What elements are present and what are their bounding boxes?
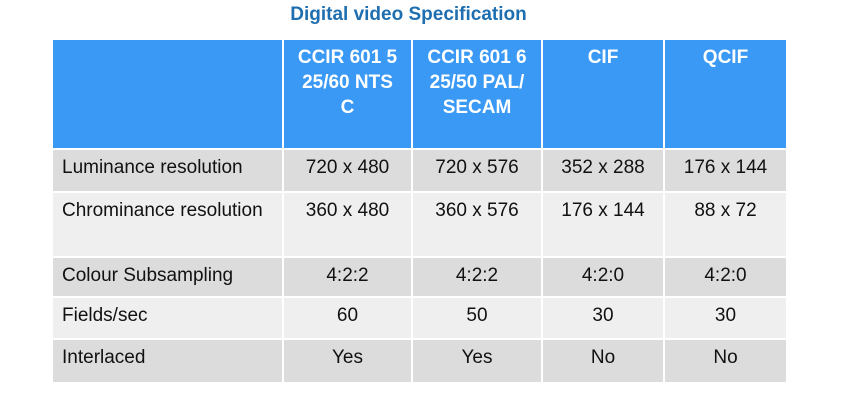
table-cell: 60 (284, 298, 413, 340)
table-row: Interlaced Yes Yes No No (53, 340, 786, 382)
table-cell: 4:2:0 (543, 258, 665, 298)
row-label: Chrominance resolution (53, 193, 284, 258)
row-label: Colour Subsampling (53, 258, 284, 298)
spec-table: CCIR 601 525/60 NTSC CCIR 601 625/50 PAL… (53, 40, 786, 382)
table-cell: No (665, 340, 786, 382)
table-cell: 50 (413, 298, 543, 340)
table-cell: 176 x 144 (543, 193, 665, 258)
table-cell: 352 x 288 (543, 150, 665, 193)
header-label: CCIR 601 525/60 NTSC (297, 47, 398, 118)
table-row: Fields/sec 60 50 30 30 (53, 298, 786, 340)
table-cell: 30 (665, 298, 786, 340)
row-label: Fields/sec (53, 298, 284, 340)
row-label: Luminance resolution (53, 150, 284, 193)
table-cell: 30 (543, 298, 665, 340)
table-cell: 4:2:2 (284, 258, 413, 298)
table-cell: 720 x 480 (284, 150, 413, 193)
table-cell: 4:2:0 (665, 258, 786, 298)
header-cell-qcif: QCIF (665, 40, 786, 150)
table-cell: Yes (413, 340, 543, 382)
table-row: Chrominance resolution 360 x 480 360 x 5… (53, 193, 786, 258)
header-cell-ntsc: CCIR 601 525/60 NTSC (284, 40, 413, 150)
header-label: QCIF (702, 47, 749, 68)
table-cell: 176 x 144 (665, 150, 786, 193)
row-label: Interlaced (53, 340, 284, 382)
table-cell: Yes (284, 340, 413, 382)
table-cell: No (543, 340, 665, 382)
header-label: CIF (587, 47, 619, 68)
table-cell: 88 x 72 (665, 193, 786, 258)
table-cell: 4:2:2 (413, 258, 543, 298)
table-row: Colour Subsampling 4:2:2 4:2:2 4:2:0 4:2… (53, 258, 786, 298)
header-row: CCIR 601 525/60 NTSC CCIR 601 625/50 PAL… (53, 40, 786, 150)
table-cell: 720 x 576 (413, 150, 543, 193)
header-cell-cif: CIF (543, 40, 665, 150)
table-cell: 360 x 576 (413, 193, 543, 258)
header-label: CCIR 601 625/50 PAL/SECAM (427, 47, 527, 118)
header-cell-empty (53, 40, 284, 150)
header-cell-pal: CCIR 601 625/50 PAL/SECAM (413, 40, 543, 150)
page-title: Digital video Specification (290, 4, 527, 25)
table-cell: 360 x 480 (284, 193, 413, 258)
table-row: Luminance resolution 720 x 480 720 x 576… (53, 150, 786, 193)
